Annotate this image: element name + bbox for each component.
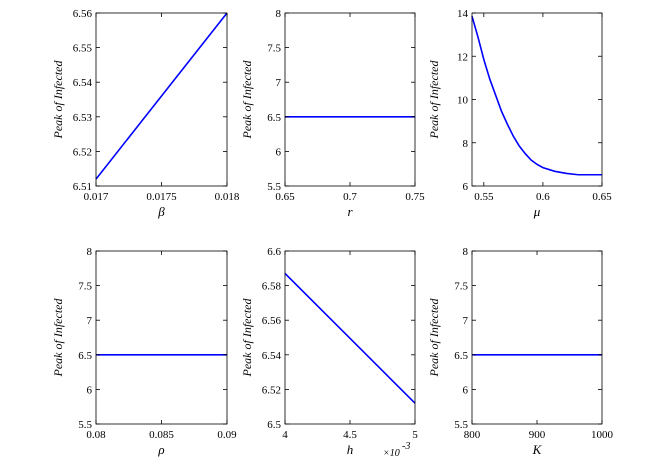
axes-frame bbox=[284, 12, 416, 187]
y-tick-label: 6.6 bbox=[267, 246, 281, 258]
y-tick-label: 6.55 bbox=[73, 43, 93, 55]
y-tick-label: 5.5 bbox=[454, 419, 468, 431]
y-tick-label: 6.56 bbox=[262, 315, 282, 327]
y-tick-label: 6.51 bbox=[73, 181, 92, 193]
y-tick-label: 10 bbox=[457, 95, 469, 107]
y-axis-label: Peak of Infected bbox=[240, 60, 254, 140]
y-axis-label: Peak of Infected bbox=[427, 298, 441, 378]
y-tick-label: 6.53 bbox=[73, 112, 93, 124]
y-tick-label: 14 bbox=[457, 8, 469, 20]
y-tick-label: 6.5 bbox=[78, 350, 92, 362]
y-tick-label: 8 bbox=[463, 246, 469, 258]
x-tick-label: 0.55 bbox=[474, 191, 494, 203]
y-tick-label: 7.5 bbox=[78, 281, 92, 293]
chart-panel-3: 0.55 0.6 0.65 6 8 10 12 14 μ Peak of Infected bbox=[427, 8, 612, 219]
y-tick-label: 6.5 bbox=[267, 419, 281, 431]
y-tick-label: 6.5 bbox=[454, 350, 468, 362]
y-axis-label: Peak of Infected bbox=[51, 60, 65, 140]
y-tick-label: 6.52 bbox=[73, 146, 92, 158]
data-line-1-1 bbox=[95, 12, 228, 180]
y-tick-label: 6.56 bbox=[73, 8, 93, 20]
axes-frame bbox=[95, 250, 228, 425]
y-axis-label: Peak of Infected bbox=[51, 298, 65, 378]
x-axis-label: β bbox=[157, 204, 165, 219]
y-tick-label: 8 bbox=[276, 8, 282, 20]
x-tick-label: 0.65 bbox=[275, 191, 295, 203]
y-tick-label: 6 bbox=[87, 384, 93, 396]
x-tick-label: 0.09 bbox=[217, 429, 237, 441]
chart-panel-2: 0.65 0.7 0.75 5.5 6 6.5 7 7.5 8 r Peak of Infected bbox=[240, 8, 425, 219]
axes-frame bbox=[471, 12, 603, 187]
chart-panel-6: 800 900 1000 5.5 6 6.5 7 7.5 8 K Peak of Infected bbox=[427, 246, 614, 457]
x-tick-label: 1000 bbox=[591, 429, 614, 441]
x-tick-label: 0.08 bbox=[86, 429, 106, 441]
y-tick-label: 5.5 bbox=[78, 419, 92, 431]
chart-panel-1: 0.017 0.0175 0.018 6.51 6.52 6.53 6.54 6.55 6.56… bbox=[51, 8, 240, 219]
axes-frame bbox=[471, 250, 603, 425]
data-line-3-1 bbox=[471, 16, 602, 176]
x-axis-label: h bbox=[347, 442, 354, 457]
x-tick-label: 4.5 bbox=[343, 429, 357, 441]
y-tick-label: 6 bbox=[463, 384, 469, 396]
y-tick-label: 6.58 bbox=[262, 281, 282, 293]
x-tick-label: 0.7 bbox=[343, 191, 357, 203]
chart-panel-5: 4 4.5 5 6.5 6.52 6.54 6.56 6.58 6.6 h Peak of Infe… bbox=[240, 246, 418, 459]
y-tick-label: 7 bbox=[276, 77, 282, 89]
data-line-5-1 bbox=[284, 272, 416, 404]
y-tick-label: 8 bbox=[463, 138, 469, 150]
x-axis-label: μ bbox=[533, 204, 541, 219]
y-axis-label: Peak of Infected bbox=[240, 298, 254, 378]
y-tick-label: 5.5 bbox=[267, 181, 281, 193]
x-exponent-power: -3 bbox=[402, 441, 410, 452]
x-tick-label: 900 bbox=[529, 429, 546, 441]
y-tick-label: 7 bbox=[463, 315, 469, 327]
x-tick-label: 0.017 bbox=[84, 191, 109, 203]
x-axis-label: K bbox=[532, 442, 543, 457]
x-tick-label: 800 bbox=[464, 429, 481, 441]
chart-panel-4: 0.08 0.085 0.09 5.5 6 6.5 7 7.5 8 ρ Peak of Infect… bbox=[51, 246, 237, 457]
y-tick-label: 7.5 bbox=[267, 43, 281, 55]
y-tick-label: 6 bbox=[463, 181, 469, 193]
x-tick-label: 0.75 bbox=[405, 191, 425, 203]
x-tick-label: 0.085 bbox=[149, 429, 174, 441]
y-tick-label: 6.54 bbox=[73, 77, 93, 89]
x-tick-label: 0.6 bbox=[536, 191, 550, 203]
x-axis-label: ρ bbox=[157, 442, 164, 457]
y-axis-label: Peak of Infected bbox=[427, 60, 441, 140]
x-tick-label: 0.65 bbox=[592, 191, 612, 203]
x-axis-label: r bbox=[347, 204, 353, 219]
x-tick-label: 0.0175 bbox=[146, 191, 177, 203]
y-tick-label: 6.5 bbox=[267, 112, 281, 124]
y-tick-label: 12 bbox=[457, 51, 468, 63]
y-tick-label: 6 bbox=[276, 146, 282, 158]
y-tick-label: 7 bbox=[87, 315, 93, 327]
x-tick-label: 4 bbox=[282, 429, 288, 441]
x-tick-label: 5 bbox=[412, 429, 418, 441]
y-tick-label: 7.5 bbox=[454, 281, 468, 293]
y-tick-label: 8 bbox=[87, 246, 93, 258]
y-tick-label: 6.54 bbox=[262, 350, 282, 362]
y-tick-label: 6.52 bbox=[262, 384, 281, 396]
x-exponent-label: ×10 bbox=[383, 448, 400, 459]
x-tick-label: 0.018 bbox=[215, 191, 240, 203]
